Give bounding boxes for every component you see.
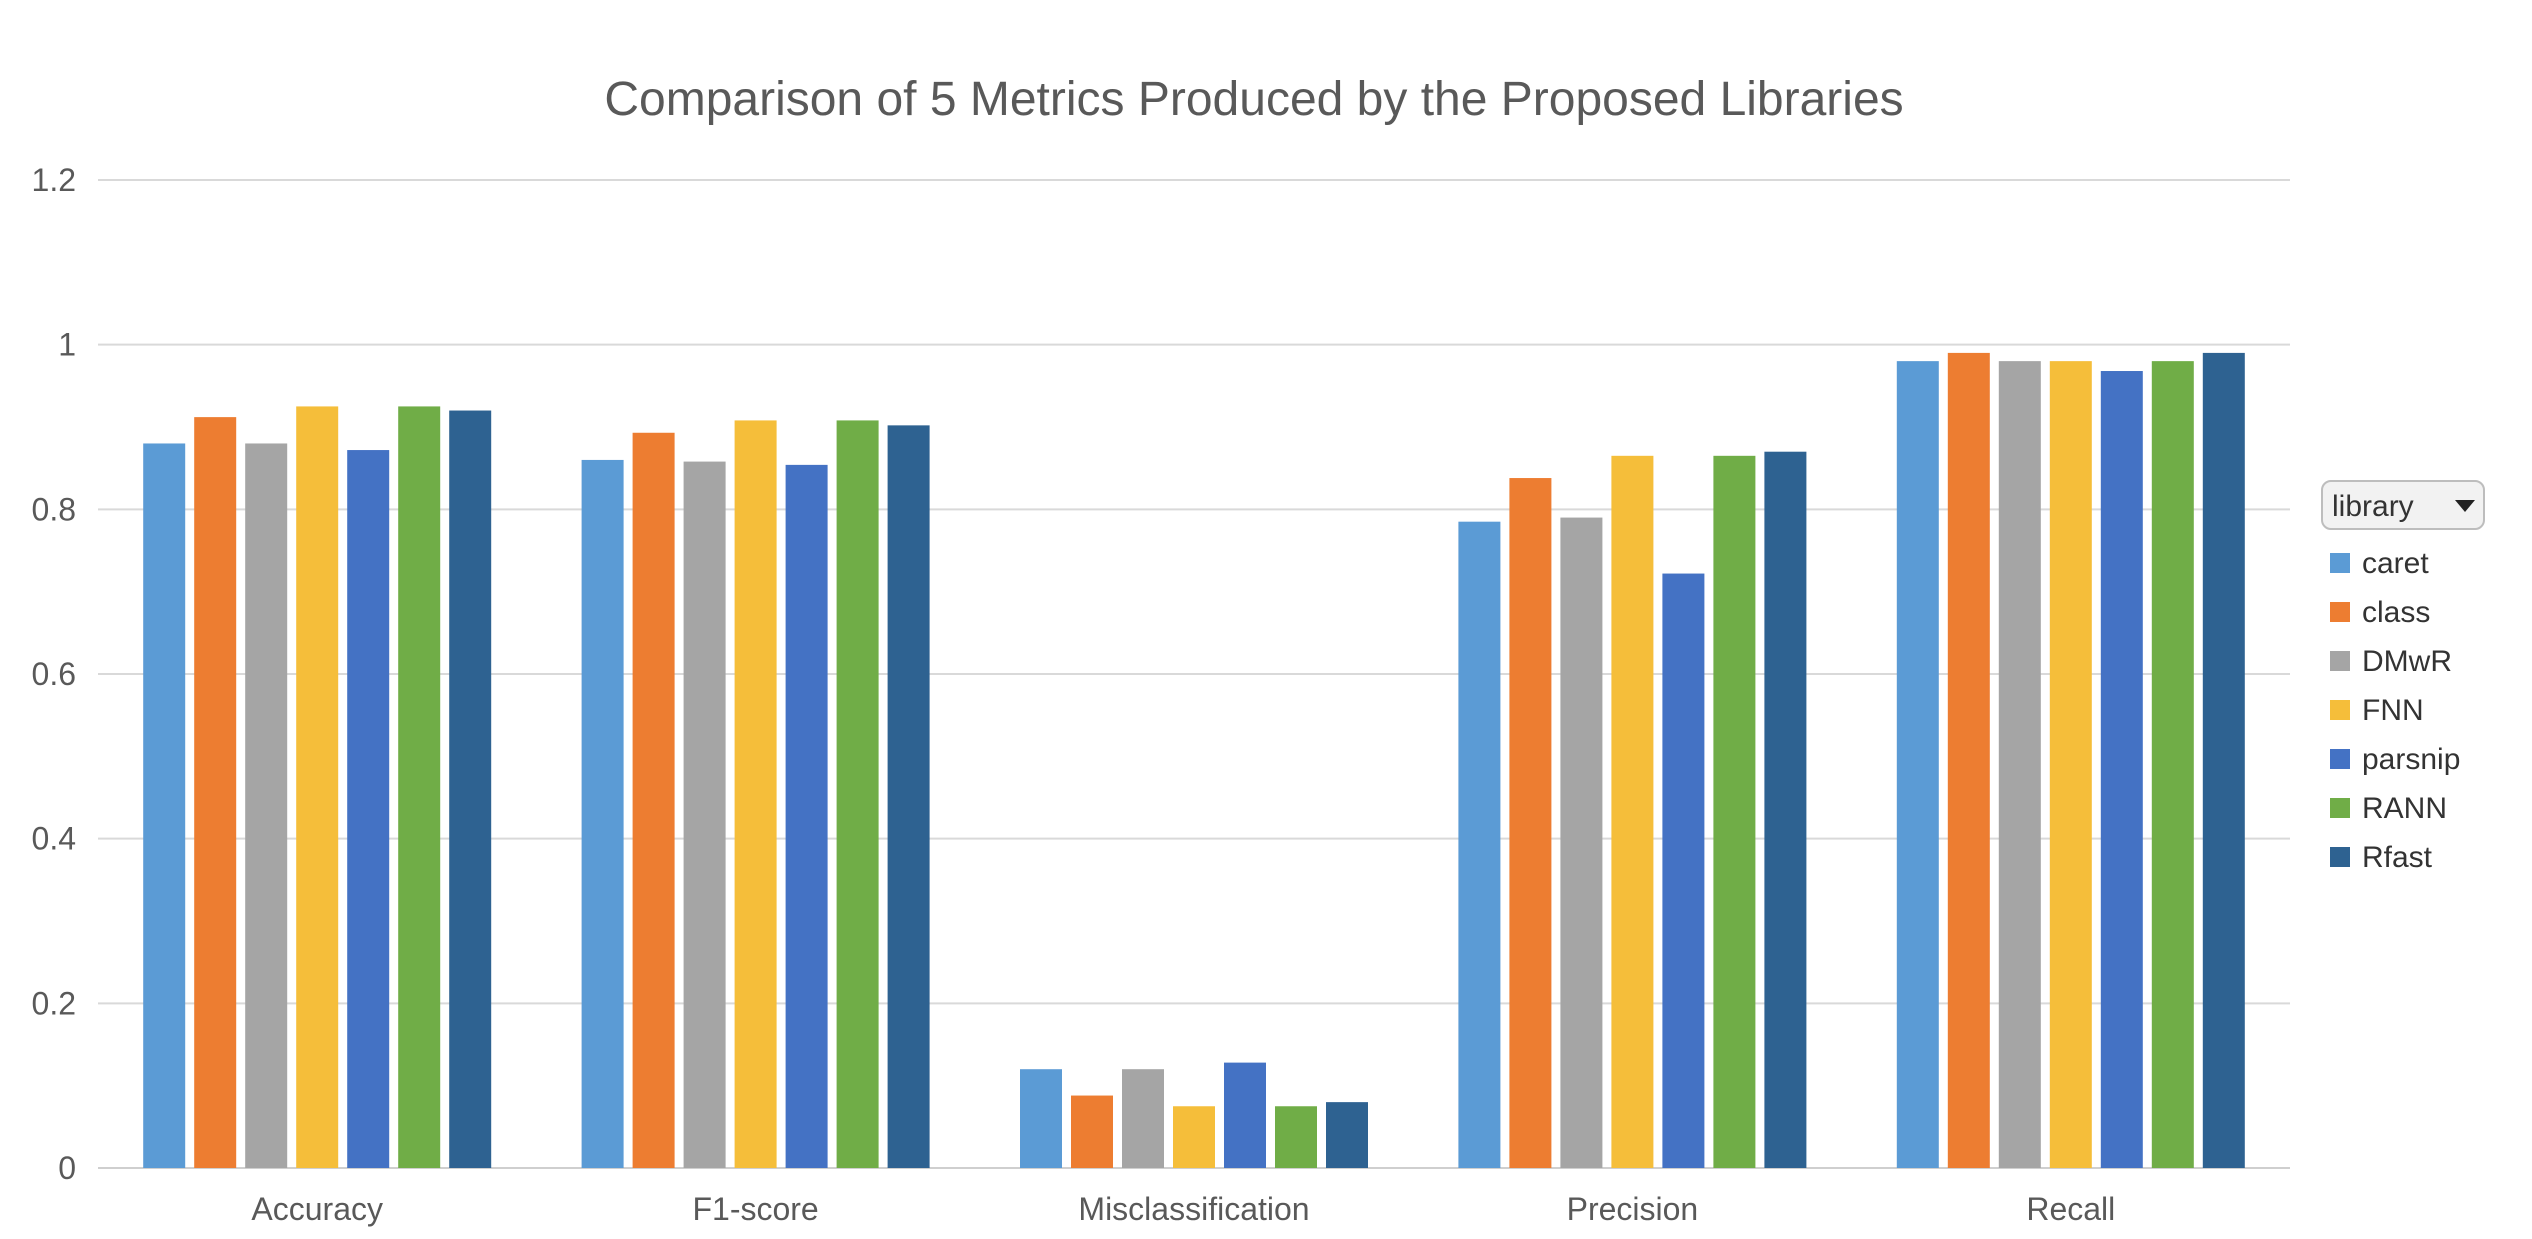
legend-swatch: [2330, 798, 2350, 818]
bar-rann-f1-score: [836, 420, 879, 1168]
bar-dmwr-f1-score: [683, 461, 726, 1169]
legend-item-parsnip[interactable]: parsnip: [2330, 743, 2460, 776]
y-tick-label: 1.2: [32, 162, 76, 198]
bars: [143, 352, 2245, 1169]
bar-fnn-f1-score: [734, 420, 777, 1168]
bar-rann-recall: [2151, 361, 2194, 1169]
legend-label: class: [2362, 596, 2430, 629]
y-tick-label: 0.2: [32, 985, 76, 1021]
bar-caret-accuracy: [143, 443, 186, 1168]
legend-item-dmwr[interactable]: DMwR: [2330, 645, 2452, 678]
bar-rfast-accuracy: [449, 410, 492, 1168]
bar-class-precision: [1509, 478, 1552, 1169]
legend-label: RANN: [2362, 792, 2447, 825]
bar-class-f1-score: [632, 432, 675, 1169]
x-tick-label: Misclassification: [1078, 1191, 1309, 1227]
bar-parsnip-precision: [1662, 573, 1705, 1168]
bar-parsnip-f1-score: [785, 464, 828, 1169]
legend-dropdown-box[interactable]: [2321, 480, 2485, 530]
legend-swatch: [2330, 847, 2350, 867]
bar-rfast-misclassification: [1326, 1102, 1368, 1168]
chevron-down-icon: [2455, 500, 2475, 512]
legend-item-rann[interactable]: RANN: [2330, 792, 2447, 825]
bar-fnn-accuracy: [296, 406, 339, 1169]
legend-label: FNN: [2362, 694, 2424, 727]
x-tick-label: Accuracy: [251, 1191, 383, 1227]
bar-dmwr-precision: [1560, 517, 1603, 1168]
bar-rann-misclassification: [1275, 1106, 1317, 1168]
legend-swatch: [2330, 700, 2350, 720]
bar-parsnip-recall: [2100, 371, 2143, 1169]
legend-swatch: [2330, 651, 2350, 671]
legend-swatch: [2330, 602, 2350, 622]
y-tick-label: 0.4: [32, 821, 76, 857]
legend-item-caret[interactable]: caret: [2330, 547, 2429, 580]
legend-item-class[interactable]: class: [2330, 596, 2430, 629]
bar-class-recall: [1947, 352, 1990, 1168]
bar-fnn-misclassification: [1173, 1106, 1215, 1168]
y-tick-label: 0: [58, 1150, 76, 1186]
chart-title: Comparison of 5 Metrics Produced by the …: [604, 73, 1903, 126]
bar-rann-precision: [1713, 455, 1756, 1169]
bar-caret-recall: [1896, 361, 1939, 1169]
legend: library caret class DMwR FNN parsnip RANN Rfas…: [2321, 480, 2485, 874]
legend-item-fnn[interactable]: FNN: [2330, 694, 2424, 727]
legend-item-rfast[interactable]: Rfast: [2330, 841, 2433, 874]
bar-caret-misclassification: [1020, 1069, 1062, 1168]
bar-dmwr-recall: [1998, 361, 2041, 1169]
bar-class-misclassification: [1071, 1095, 1113, 1168]
legend-swatch: [2330, 749, 2350, 769]
x-axis-ticks: Accuracy F1-score Misclassification Precisi…: [251, 1191, 2115, 1227]
y-axis-ticks: 0 0.2 0.4 0.6 0.8 1 1.2: [32, 162, 76, 1186]
y-tick-label: 0.8: [32, 491, 76, 527]
legend-label: Rfast: [2362, 841, 2433, 874]
legend-label: DMwR: [2362, 645, 2452, 678]
bar-parsnip-misclassification: [1224, 1062, 1266, 1168]
bar-rfast-f1-score: [887, 425, 930, 1168]
bar-parsnip-accuracy: [347, 450, 390, 1168]
bar-caret-precision: [1458, 521, 1501, 1168]
x-tick-label: Recall: [2026, 1191, 2115, 1227]
bar-dmwr-accuracy: [245, 443, 288, 1168]
x-tick-label: F1-score: [692, 1191, 818, 1227]
legend-label: caret: [2362, 547, 2429, 580]
legend-label: parsnip: [2362, 743, 2460, 776]
bar-fnn-recall: [2049, 361, 2092, 1169]
legend-swatch: [2330, 553, 2350, 573]
bar-dmwr-misclassification: [1122, 1069, 1164, 1168]
legend-items: caret class DMwR FNN parsnip RANN Rfast: [2330, 547, 2460, 874]
y-tick-label: 1: [58, 327, 76, 363]
bar-class-accuracy: [194, 417, 237, 1168]
x-tick-label: Precision: [1567, 1191, 1699, 1227]
legend-title: library: [2332, 490, 2414, 523]
bar-fnn-precision: [1611, 455, 1654, 1169]
bar-rann-accuracy: [398, 406, 441, 1169]
bar-rfast-recall: [2202, 352, 2245, 1168]
bar-rfast-precision: [1764, 451, 1807, 1168]
y-tick-label: 0.6: [32, 656, 76, 692]
legend-library-dropdown[interactable]: library: [2321, 480, 2485, 530]
bar-caret-f1-score: [581, 459, 624, 1168]
